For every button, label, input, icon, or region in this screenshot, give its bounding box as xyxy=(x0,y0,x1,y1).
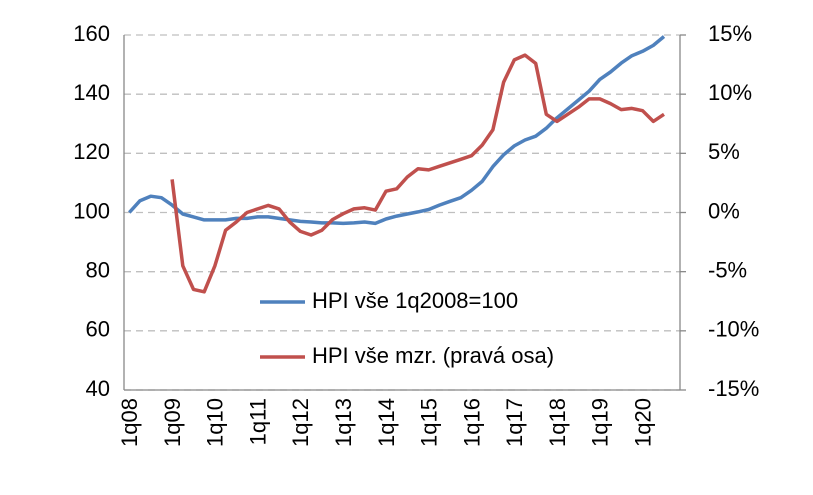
y-tick-label: 60 xyxy=(86,317,110,342)
legend-label: HPI vše mzr. (pravá osa) xyxy=(312,343,554,368)
y2-tick-label: 15% xyxy=(708,21,752,46)
x-tick-label: 1q08 xyxy=(117,398,142,447)
x-tick-label: 1q17 xyxy=(502,398,527,447)
x-tick-label: 1q12 xyxy=(288,398,313,447)
x-tick-label: 1q19 xyxy=(588,398,613,447)
x-tick-label: 1q14 xyxy=(374,398,399,447)
y2-tick-label: -5% xyxy=(708,257,747,282)
y-tick-label: 100 xyxy=(73,198,110,223)
x-tick-label: 1q18 xyxy=(545,398,570,447)
x-tick-label: 1q16 xyxy=(459,398,484,447)
x-tick-label: 1q15 xyxy=(417,398,442,447)
x-tick-label: 1q11 xyxy=(245,398,270,445)
y-tick-label: 120 xyxy=(73,139,110,164)
x-tick-label: 1q13 xyxy=(331,398,356,447)
x-tick-label: 1q10 xyxy=(203,398,228,447)
series-line xyxy=(128,35,666,226)
y2-tick-label: 10% xyxy=(708,80,752,105)
y2-tick-label: -10% xyxy=(708,317,759,342)
x-tick-label: 1q20 xyxy=(630,398,655,447)
y-tick-label: 160 xyxy=(73,21,110,46)
series-line xyxy=(170,53,665,294)
x-tick-label: 1q09 xyxy=(160,398,185,447)
y-tick-label: 140 xyxy=(73,80,110,105)
legend-label: HPI vše 1q2008=100 xyxy=(312,288,518,313)
y2-tick-label: -15% xyxy=(708,376,759,401)
y2-tick-label: 5% xyxy=(708,139,740,164)
y-tick-label: 40 xyxy=(86,376,110,401)
y2-tick-label: 0% xyxy=(708,198,740,223)
y-tick-label: 80 xyxy=(86,257,110,282)
